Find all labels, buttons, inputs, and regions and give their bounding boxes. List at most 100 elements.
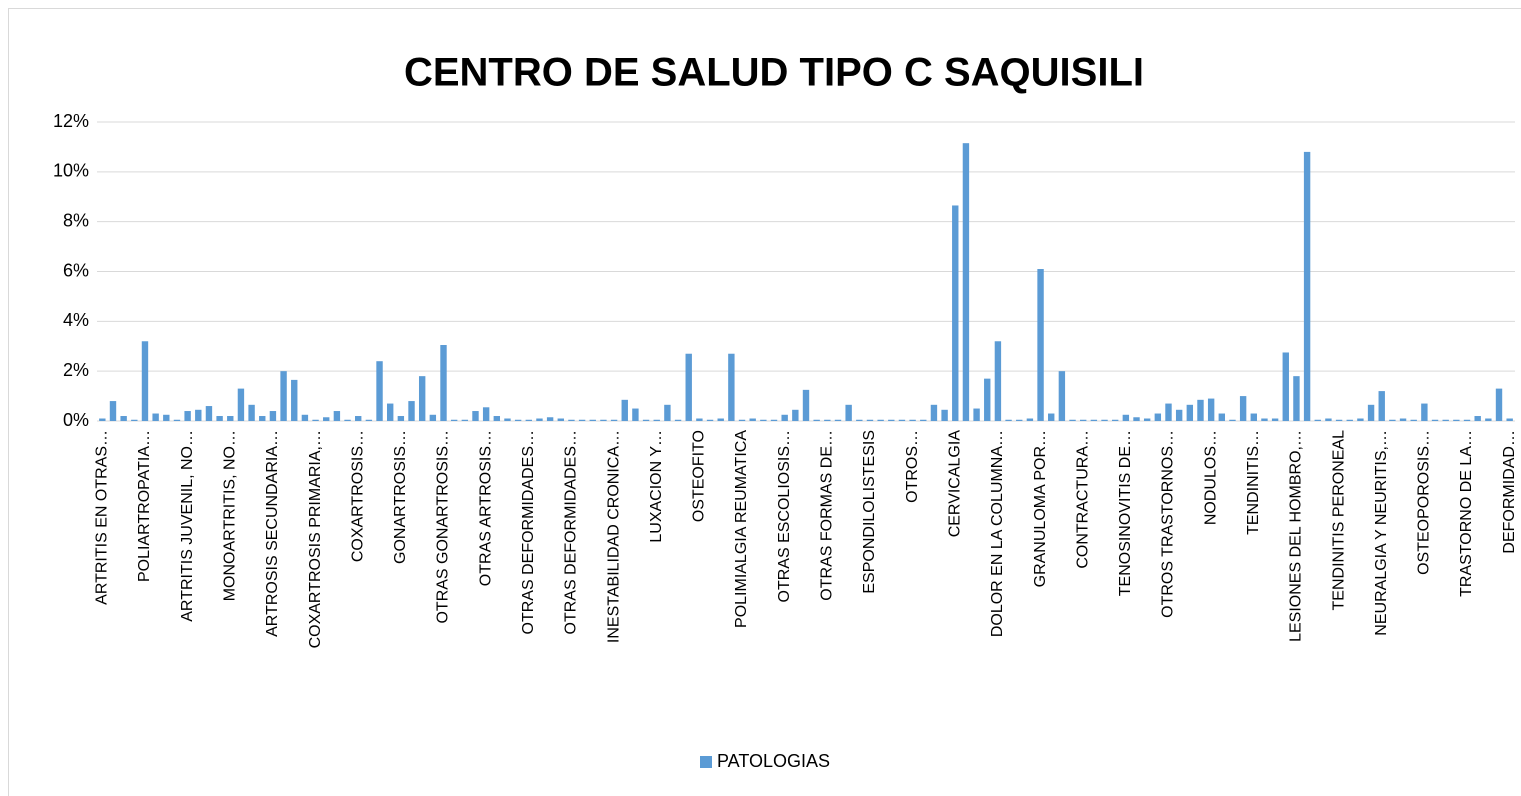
- bar: [1453, 419, 1460, 421]
- bar: [195, 409, 202, 421]
- bar: [141, 341, 149, 421]
- bar: [482, 407, 490, 421]
- x-tick-label: OTRAS DEFORMIDADES…: [563, 430, 580, 634]
- bar: [546, 417, 554, 421]
- x-tick-label: NEURALGIA Y NEURITIS,…: [1373, 430, 1390, 636]
- bar: [408, 401, 415, 421]
- bar: [909, 419, 916, 421]
- bar: [1303, 151, 1311, 421]
- bar: [802, 389, 810, 421]
- bar: [973, 408, 980, 421]
- bar: [109, 401, 117, 421]
- bar: [621, 399, 628, 421]
- bar: [749, 418, 756, 421]
- x-tick-label: OTRAS DEFORMIDADES…: [520, 430, 537, 634]
- y-tick-label: 12%: [53, 111, 89, 131]
- x-tick-label: ESPONDILOLISTESIS: [861, 430, 878, 594]
- bar: [920, 419, 927, 421]
- bar: [163, 414, 170, 421]
- bar: [1101, 419, 1108, 421]
- bar: [365, 419, 373, 421]
- bar: [941, 409, 948, 421]
- bar: [1197, 399, 1204, 421]
- bar: [1111, 419, 1119, 421]
- bar: [1335, 419, 1343, 421]
- bar: [877, 419, 884, 421]
- x-tick-label: INESTABILIDAD CRONICA…: [605, 430, 622, 643]
- bar: [728, 353, 735, 421]
- bar: [248, 404, 255, 421]
- bar: [184, 411, 191, 421]
- bar: [344, 419, 351, 421]
- x-tick-label: OSTEOFITO: [691, 430, 708, 522]
- bar: [866, 419, 874, 421]
- bar: [205, 406, 213, 421]
- bar: [397, 416, 405, 421]
- bar: [291, 379, 298, 421]
- bar: [1250, 413, 1257, 421]
- bar: [578, 419, 586, 421]
- bar: [504, 418, 511, 421]
- bar: [1143, 418, 1151, 421]
- bar: [1186, 404, 1194, 421]
- bar: [152, 413, 159, 421]
- bar: [824, 419, 831, 421]
- bar: [1282, 352, 1289, 421]
- bar: [1037, 269, 1044, 421]
- bar: [696, 418, 703, 421]
- bar: [461, 419, 469, 421]
- x-tick-label: OTROS TRASTORNOS…: [1160, 430, 1177, 618]
- bar: [984, 378, 991, 421]
- bar: [589, 419, 596, 421]
- x-tick-label: OTRAS ARTROSIS…: [477, 430, 494, 586]
- bar: [717, 418, 724, 421]
- bar: [856, 419, 863, 421]
- bar: [1048, 413, 1055, 421]
- y-tick-label: 0%: [63, 410, 89, 430]
- x-tick-label: COXARTROSIS…: [349, 430, 366, 562]
- bar: [472, 411, 479, 421]
- bar: [1005, 419, 1012, 421]
- x-tick-label: TRASTORNO DE LA…: [1458, 430, 1475, 597]
- bar: [664, 404, 671, 421]
- bar: [1410, 419, 1417, 421]
- x-tick-label: ARTRITIS EN OTRAS…: [94, 430, 111, 605]
- bar: [1485, 418, 1492, 421]
- legend-swatch: [700, 756, 712, 768]
- bar: [493, 416, 501, 421]
- x-tick-label: TENDINITIS…: [1245, 430, 1262, 535]
- bar: [1378, 391, 1385, 421]
- bar: [1218, 413, 1226, 421]
- bar: [1293, 376, 1300, 421]
- bar: [131, 419, 138, 421]
- bar: [323, 417, 330, 421]
- bar: [1122, 414, 1130, 421]
- bar: [898, 419, 906, 421]
- bar: [1474, 416, 1481, 421]
- bar: [1069, 419, 1076, 421]
- x-tick-label: TENDINITIS PERONEAL: [1330, 430, 1347, 611]
- x-tick-label: DEFORMIDAD…: [1501, 430, 1518, 554]
- bar: [280, 371, 287, 421]
- x-tick-label: LESIONES DEL HOMBRO,…: [1288, 430, 1305, 642]
- x-tick-label: OTRAS ESCOLIOSIS…: [776, 430, 793, 602]
- bar: [1133, 417, 1140, 421]
- legend-label: PATOLOGIAS: [717, 751, 830, 771]
- bar: [1175, 409, 1183, 421]
- bar: [1421, 403, 1428, 421]
- bar: [738, 419, 746, 421]
- x-tick-label: CONTRACTURA…: [1074, 430, 1091, 569]
- bar: [930, 404, 938, 421]
- bar: [1016, 419, 1023, 421]
- bar: [1346, 419, 1353, 421]
- bar: [99, 418, 106, 421]
- bar: [760, 419, 767, 421]
- bar: [1506, 418, 1513, 421]
- x-tick-label: OTRAS FORMAS DE…: [819, 430, 836, 601]
- bar: [1271, 418, 1279, 421]
- x-tick-label: NODULOS…: [1202, 430, 1219, 525]
- bar: [1442, 419, 1449, 421]
- bar: [994, 341, 1002, 421]
- bar: [514, 419, 522, 421]
